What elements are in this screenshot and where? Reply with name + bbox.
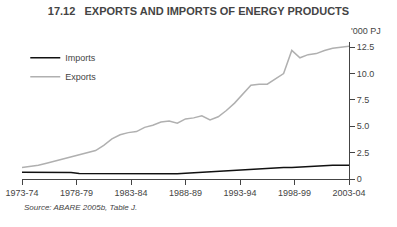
svg-text:1973-74: 1973-74 xyxy=(5,188,38,198)
svg-text:1978-79: 1978-79 xyxy=(60,188,93,198)
svg-text:1998-99: 1998-99 xyxy=(278,188,311,198)
svg-text:1983-84: 1983-84 xyxy=(114,188,147,198)
svg-text:1993-94: 1993-94 xyxy=(223,188,256,198)
svg-text:'000 PJ: '000 PJ xyxy=(351,26,381,36)
svg-text:12.5: 12.5 xyxy=(357,42,375,52)
svg-text:Imports: Imports xyxy=(65,53,96,63)
svg-text:10.0: 10.0 xyxy=(357,69,375,79)
svg-text:7.5: 7.5 xyxy=(357,95,370,105)
svg-text:2003-04: 2003-04 xyxy=(332,188,365,198)
svg-text:Source: ABARE 2005b, Table J.: Source: ABARE 2005b, Table J. xyxy=(24,203,137,212)
svg-text:0: 0 xyxy=(357,174,362,184)
svg-text:17.12 EXPORTS AND IMPORTS OF: 17.12 EXPORTS AND IMPORTS OF ENERGY PROD… xyxy=(48,5,349,17)
svg-text:5.0: 5.0 xyxy=(357,121,370,131)
svg-text:2.5: 2.5 xyxy=(357,148,370,158)
svg-text:Exports: Exports xyxy=(65,72,96,82)
svg-text:1988-89: 1988-89 xyxy=(169,188,202,198)
